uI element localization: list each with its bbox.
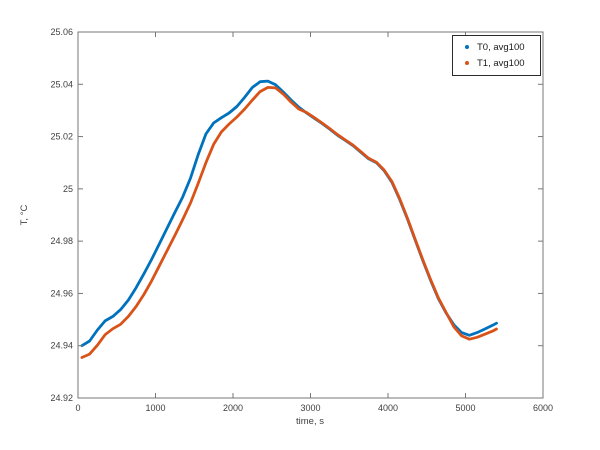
series-line-1 [80,86,498,359]
y-tick-label: 25.02 [50,132,73,142]
legend-entry-t0[interactable]: T0, avg100 [453,39,540,55]
legend-label-t0: T0, avg100 [477,41,525,53]
y-tick-label: 25 [63,184,73,194]
data-series-group [80,79,498,359]
y-axis-label: T, °C [19,205,30,226]
x-tick-label: 5000 [455,403,475,413]
y-tick-label: 24.96 [50,288,73,298]
legend-label-t1: T1, avg100 [477,57,525,69]
x-tick-label: 6000 [533,403,553,413]
legend-box[interactable]: T0, avg100 T1, avg100 [452,35,541,76]
x-axis-label: time, s [296,416,324,427]
x-tick-label: 3000 [300,403,320,413]
y-tick-label: 25.04 [50,79,73,89]
y-tick-label: 24.92 [50,393,73,403]
dot-icon [465,45,469,49]
x-tick-label: 0 [75,403,80,413]
x-tick-label: 1000 [145,403,165,413]
y-tick-label: 24.94 [50,341,73,351]
x-tick-label: 4000 [378,403,398,413]
y-tick-label: 24.98 [50,236,73,246]
tick-marks-group [77,31,544,399]
legend-entry-t1[interactable]: T1, avg100 [453,55,540,71]
tick-labels-group: 0 1000 2000 3000 4000 5000 6000 24.92 24.94 24.96… [50,27,553,413]
dot-icon [465,61,469,65]
y-tick-label: 25.06 [50,27,73,37]
x-tick-label: 2000 [223,403,243,413]
